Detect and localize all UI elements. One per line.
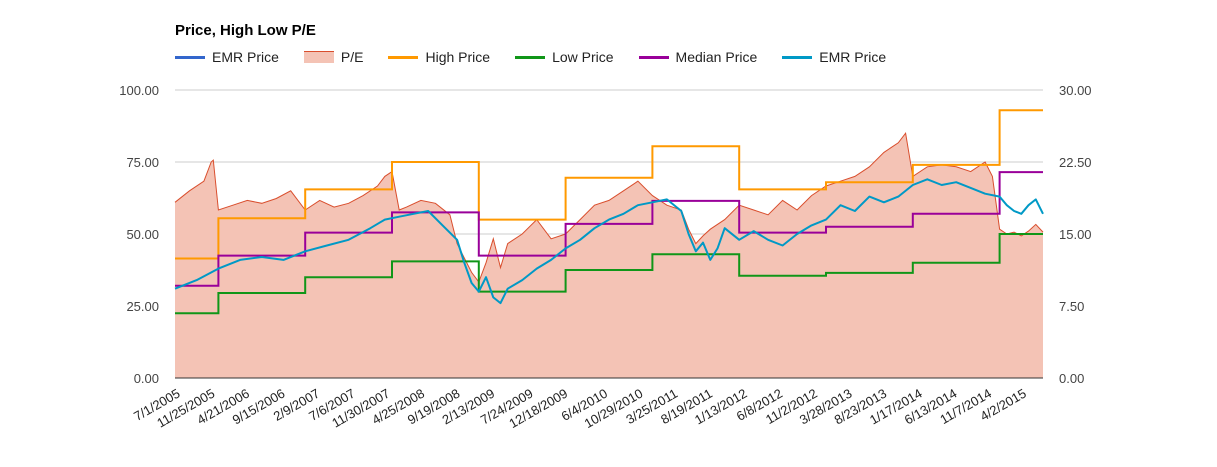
emr-price-line [174, 178, 1044, 305]
right-tick-label: 30.00 [1059, 83, 1092, 98]
legend-swatch [175, 55, 205, 59]
median-price-line [175, 171, 1043, 287]
left-tick-label: 25.00 [126, 299, 159, 314]
right-tick-label: 15.00 [1059, 227, 1092, 242]
legend-item: P/E [303, 49, 364, 65]
legend-label: EMR Price [212, 49, 279, 65]
legend-item: EMR Price [782, 49, 886, 65]
legend-label: Median Price [675, 49, 758, 65]
legend-swatch [515, 55, 546, 59]
legend-label: EMR Price [819, 49, 887, 65]
right-tick-label: 0.00 [1059, 371, 1084, 386]
left-tick-label: 0.00 [134, 371, 159, 386]
low-price-line [175, 233, 1043, 315]
right-tick-label: 7.50 [1059, 299, 1084, 314]
high-price-line [175, 109, 1043, 260]
legend-item: Low Price [515, 49, 614, 65]
legend-item: High Price [388, 49, 490, 65]
legend-label: High Price [425, 49, 491, 65]
left-tick-label: 50.00 [126, 227, 159, 242]
left-tick-label: 100.00 [119, 83, 159, 98]
chart-title: Price, High Low P/E [175, 22, 316, 39]
legend-label: Low Price [552, 49, 614, 65]
legend-item: Median Price [638, 49, 758, 65]
legend-swatch [782, 55, 813, 59]
pe-line [174, 131, 1044, 284]
legend-swatch [388, 55, 419, 59]
legend-swatch [303, 51, 334, 63]
left-tick-label: 75.00 [126, 155, 159, 170]
chart-legend: EMR Price P/E High Price Low Price Median Pr… [175, 49, 911, 65]
legend-item: EMR Price [175, 49, 279, 65]
legend-swatch [638, 55, 669, 59]
right-tick-label: 22.50 [1059, 155, 1092, 170]
pe-area [175, 133, 1043, 378]
legend-label: P/E [340, 49, 364, 65]
